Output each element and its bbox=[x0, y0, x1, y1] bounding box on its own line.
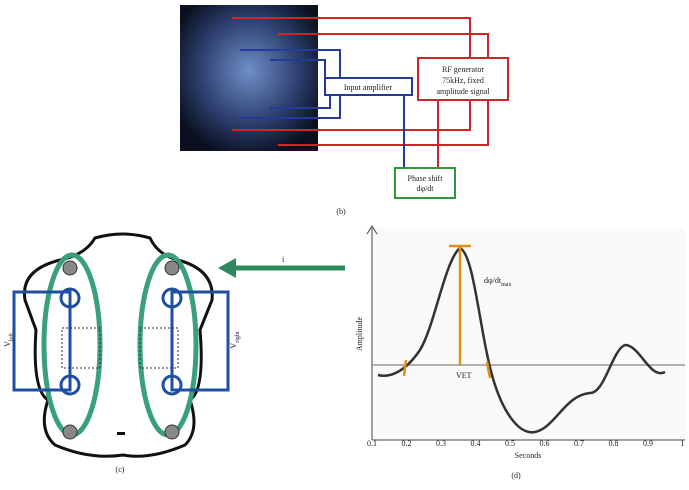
rf-line: amplitude signal bbox=[436, 87, 490, 96]
x-tick-label: 0.2 bbox=[402, 439, 412, 448]
x-tick-label: 0.8 bbox=[609, 439, 619, 448]
mark bbox=[117, 432, 125, 435]
x-tick-label: 0.3 bbox=[436, 439, 446, 448]
phase-line: dφ/dt bbox=[416, 184, 434, 193]
x-label: Seconds bbox=[515, 451, 542, 460]
x-tick-label: 0.4 bbox=[471, 439, 481, 448]
rf-line: RF generator bbox=[442, 65, 484, 74]
arrow-head bbox=[218, 258, 236, 278]
panel-label: (b) bbox=[336, 207, 346, 216]
subscript: left bbox=[8, 333, 15, 341]
x-tick-label: 0.1 bbox=[367, 439, 377, 448]
subscript: right bbox=[235, 331, 241, 343]
plot-area bbox=[372, 228, 685, 440]
figure: Input amplifier RF generator 75kHz, fixed… bbox=[0, 0, 689, 485]
vet-label: VET bbox=[456, 371, 472, 380]
rf-line: 75kHz, fixed bbox=[442, 76, 484, 85]
y-label: Amplitude bbox=[355, 316, 364, 351]
x-tick-label: 0.9 bbox=[643, 439, 653, 448]
x-tick-label: 0.6 bbox=[540, 439, 550, 448]
panel-label: (c) bbox=[116, 465, 125, 474]
subscript: max bbox=[501, 282, 511, 288]
phase-box bbox=[395, 168, 455, 198]
v-right: Vright bbox=[229, 331, 241, 348]
current-label: i bbox=[282, 255, 285, 264]
phase-line: Phase shift bbox=[408, 174, 444, 183]
x-tick-label: 0.5 bbox=[505, 439, 515, 448]
amplifier-label: Input amplifier bbox=[344, 83, 393, 92]
rf-label: RF generator 75kHz, fixed amplitude signal bbox=[436, 65, 490, 96]
symbol: dφ/dt bbox=[484, 276, 502, 285]
panel-label: (d) bbox=[511, 471, 521, 480]
x-tick-label: 0.7 bbox=[574, 439, 584, 448]
x-tick-label: 1 bbox=[681, 439, 685, 448]
